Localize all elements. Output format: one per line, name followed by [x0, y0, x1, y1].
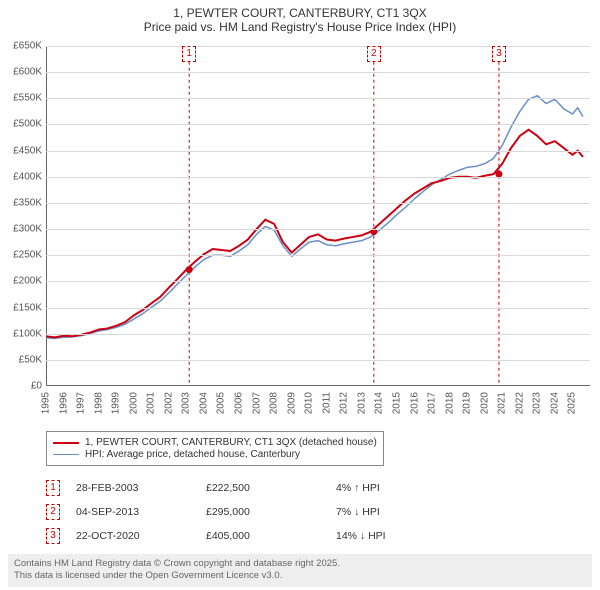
chart-marker-1: 1 [182, 46, 196, 62]
y-axis-label: £500K [2, 119, 42, 130]
footer-line-2: This data is licensed under the Open Gov… [14, 570, 586, 582]
y-axis-label: £250K [2, 250, 42, 261]
x-axis-label: 2010 [304, 392, 315, 414]
chart-svg [46, 46, 590, 386]
legend-swatch [53, 442, 79, 444]
series-hpi [46, 96, 583, 339]
y-axis-label: £100K [2, 328, 42, 339]
y-axis-label: £200K [2, 276, 42, 287]
y-axis-label: £600K [2, 67, 42, 78]
y-axis-label: £650K [2, 41, 42, 52]
x-axis-label: 2024 [549, 392, 560, 414]
x-axis-label: 2025 [567, 392, 578, 414]
gridline [46, 46, 590, 47]
transaction-price: £405,000 [206, 530, 336, 542]
x-axis-label: 2003 [181, 392, 192, 414]
legend: 1, PEWTER COURT, CANTERBURY, CT1 3QX (de… [46, 431, 384, 466]
title-line-2: Price paid vs. HM Land Registry's House … [0, 20, 600, 34]
x-axis-label: 1999 [111, 392, 122, 414]
y-axis-label: £50K [2, 354, 42, 365]
chart-area: £0 £50K £100K £150K £200K £250K £300K £350K £400… [0, 34, 600, 429]
gridline [46, 151, 590, 152]
y-axis-label: £350K [2, 197, 42, 208]
series-price_paid [46, 130, 583, 338]
legend-item: HPI: Average price, detached house, Cant… [53, 449, 377, 460]
x-axis-label: 2013 [356, 392, 367, 414]
y-axis-label: £450K [2, 145, 42, 156]
x-axis-label: 2016 [409, 392, 420, 414]
x-axis-label: 2020 [479, 392, 490, 414]
x-axis-label: 2015 [391, 392, 402, 414]
x-axis-label: 2019 [462, 392, 473, 414]
chart-marker-3: 3 [492, 46, 506, 62]
x-axis-label: 2005 [216, 392, 227, 414]
title-line-1: 1, PEWTER COURT, CANTERBURY, CT1 3QX [0, 6, 600, 20]
x-axis-label: 2007 [251, 392, 262, 414]
transaction-date: 22-OCT-2020 [76, 530, 206, 542]
transaction-row: 1 28-FEB-2003£222,5004% ↑ HPI [46, 476, 592, 500]
x-axis-label: 2006 [234, 392, 245, 414]
x-axis-label: 2021 [497, 392, 508, 414]
x-axis-label: 2023 [532, 392, 543, 414]
gridline [46, 229, 590, 230]
gridline [46, 255, 590, 256]
transaction-marker: 2 [46, 504, 60, 520]
transaction-price: £295,000 [206, 506, 336, 518]
x-axis-label: 2009 [286, 392, 297, 414]
marker-dot [186, 266, 193, 273]
transaction-row: 2 04-SEP-2013£295,0007% ↓ HPI [46, 500, 592, 524]
attribution-footer: Contains HM Land Registry data © Crown c… [8, 554, 592, 587]
transaction-price: £222,500 [206, 482, 336, 494]
transaction-delta: 4% ↑ HPI [336, 482, 486, 494]
x-axis-label: 1997 [76, 392, 87, 414]
x-axis-label: 2001 [146, 392, 157, 414]
gridline [46, 281, 590, 282]
transaction-delta: 7% ↓ HPI [336, 506, 486, 518]
transaction-delta: 14% ↓ HPI [336, 530, 486, 542]
chart-title: 1, PEWTER COURT, CANTERBURY, CT1 3QX Pri… [0, 0, 600, 34]
gridline [46, 98, 590, 99]
gridline [46, 124, 590, 125]
x-axis-label: 2012 [339, 392, 350, 414]
x-axis-label: 2000 [128, 392, 139, 414]
x-axis-label: 1998 [93, 392, 104, 414]
legend-label: HPI: Average price, detached house, Cant… [85, 449, 300, 460]
legend-swatch [53, 454, 79, 455]
gridline [46, 203, 590, 204]
legend-item: 1, PEWTER COURT, CANTERBURY, CT1 3QX (de… [53, 437, 377, 448]
y-axis-label: £300K [2, 224, 42, 235]
x-axis-label: 2017 [427, 392, 438, 414]
x-axis-label: 2014 [374, 392, 385, 414]
chart-marker-2: 2 [367, 46, 381, 62]
x-axis-label: 2022 [514, 392, 525, 414]
gridline [46, 308, 590, 309]
x-axis-label: 1995 [41, 392, 52, 414]
legend-label: 1, PEWTER COURT, CANTERBURY, CT1 3QX (de… [85, 437, 377, 448]
y-axis-label: £550K [2, 93, 42, 104]
transaction-date: 04-SEP-2013 [76, 506, 206, 518]
transaction-marker: 1 [46, 480, 60, 496]
transaction-marker: 3 [46, 528, 60, 544]
footer-line-1: Contains HM Land Registry data © Crown c… [14, 558, 586, 570]
x-axis-label: 2011 [321, 392, 332, 414]
x-axis-label: 2002 [163, 392, 174, 414]
gridline [46, 72, 590, 73]
gridline [46, 334, 590, 335]
x-axis-label: 2018 [444, 392, 455, 414]
x-axis-label: 2008 [269, 392, 280, 414]
transaction-row: 3 22-OCT-2020£405,00014% ↓ HPI [46, 524, 592, 548]
gridline [46, 360, 590, 361]
y-axis-label: £0 [2, 381, 42, 392]
y-axis-label: £150K [2, 302, 42, 313]
y-axis-label: £400K [2, 171, 42, 182]
x-axis-label: 1996 [58, 392, 69, 414]
transactions-table: 1 28-FEB-2003£222,5004% ↑ HPI 2 04-SEP-2013… [46, 476, 592, 548]
transaction-date: 28-FEB-2003 [76, 482, 206, 494]
gridline [46, 177, 590, 178]
x-axis-label: 2004 [198, 392, 209, 414]
